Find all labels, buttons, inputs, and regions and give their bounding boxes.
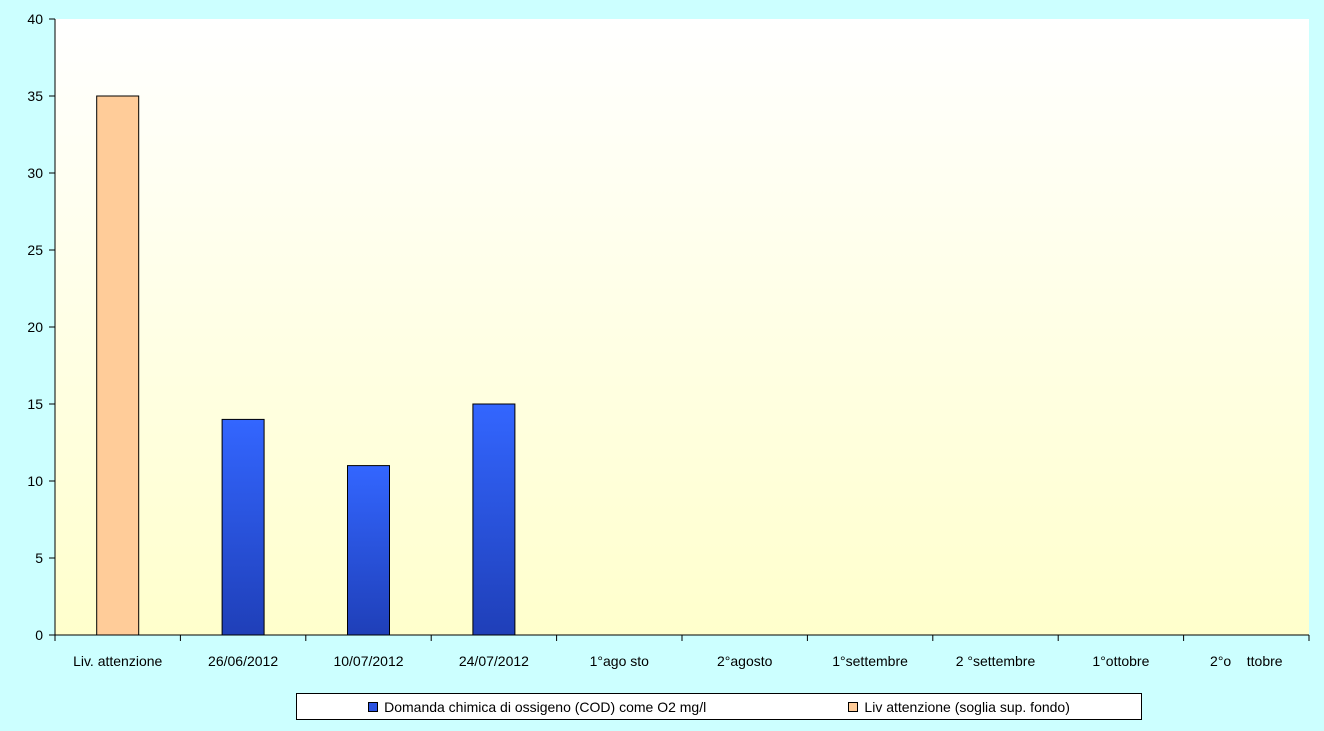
x-tick-label: 26/06/2012 — [208, 653, 278, 669]
legend-item-cod: Domanda chimica di ossigeno (COD) come O… — [368, 699, 706, 715]
x-tick-label: 2°agosto — [717, 653, 773, 669]
x-tick-label: Liv. attenzione — [73, 653, 162, 669]
y-tick-label: 30 — [27, 165, 43, 181]
x-tick-label: 1°ottobre — [1092, 653, 1149, 669]
x-tick-label: 2°o ttobre — [1210, 653, 1283, 669]
legend-label-threshold: Liv attenzione (soglia sup. fondo) — [864, 698, 1070, 715]
y-tick-label: 20 — [27, 319, 43, 335]
x-tick-label: 2 °settembre — [956, 653, 1036, 669]
x-axis: Liv. attenzione 26/06/2012 10/07/2012 24/07… — [54, 634, 1310, 669]
x-tick-label: 1°ago sto — [590, 653, 650, 669]
bar-cod — [347, 465, 390, 636]
x-tick-label: 1°settembre — [832, 653, 908, 669]
y-tick-label: 40 — [27, 11, 43, 27]
legend-item-threshold: Liv attenzione (soglia sup. fondo) — [848, 698, 1070, 715]
legend-swatch-threshold — [848, 701, 859, 712]
y-axis: 0 5 10 15 20 25 30 35 40 — [27, 11, 56, 643]
y-tick-label: 35 — [27, 88, 43, 104]
y-tick-label: 0 — [35, 627, 43, 643]
bars — [96, 95, 516, 636]
bar-threshold — [96, 95, 140, 636]
y-tick-label: 15 — [27, 396, 43, 412]
legend-swatch-cod — [368, 701, 379, 712]
y-tick-label: 5 — [35, 550, 43, 566]
legend: Domanda chimica di ossigeno (COD) come O… — [296, 693, 1142, 720]
bar-cod — [472, 403, 516, 636]
legend-label-cod: Domanda chimica di ossigeno (COD) come O… — [384, 698, 707, 715]
x-tick-label: 24/07/2012 — [459, 653, 529, 669]
bar-cod — [221, 418, 265, 636]
y-tick-label: 25 — [27, 242, 43, 258]
y-tick-label: 10 — [27, 473, 43, 489]
x-tick-label: 10/07/2012 — [333, 653, 403, 669]
